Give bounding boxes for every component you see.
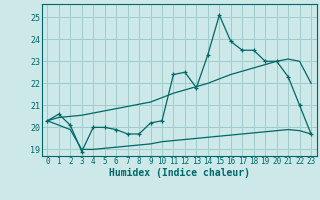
X-axis label: Humidex (Indice chaleur): Humidex (Indice chaleur) [109, 168, 250, 178]
